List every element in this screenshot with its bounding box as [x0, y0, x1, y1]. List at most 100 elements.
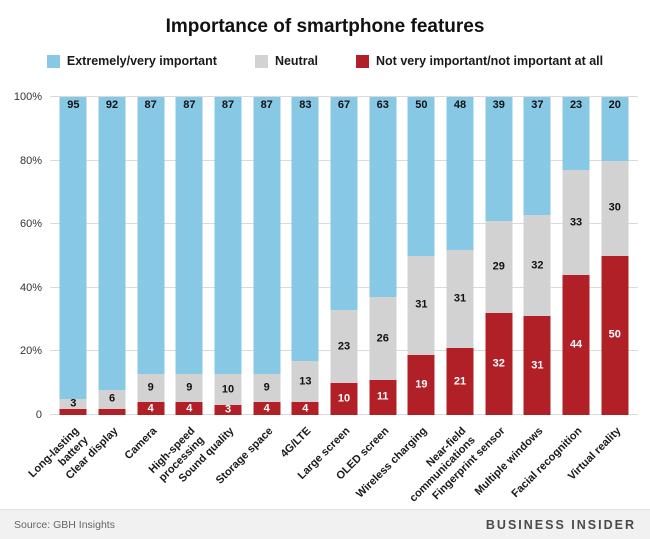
bar-value-label: 92	[105, 99, 119, 111]
bar-segment: 26	[369, 297, 397, 380]
bar-column: 20 30 50 Virtual reality	[566, 97, 634, 483]
bar-segment	[98, 408, 126, 415]
bar-segment: 37	[523, 97, 551, 215]
bar-stack: 87 9 4	[253, 97, 281, 415]
legend-item: Neutral	[254, 54, 319, 68]
bar-segment: 32	[485, 313, 513, 415]
bar-value-label: 6	[108, 392, 116, 405]
bar-value-label: 31	[415, 298, 428, 311]
bar-segment: 9	[175, 373, 203, 403]
legend-label: Neutral	[274, 54, 319, 68]
bar-value-label: 32	[531, 259, 544, 272]
bar-segment: 19	[407, 354, 435, 415]
bar-value-label: 31	[531, 359, 544, 372]
bar-segment: 10	[214, 373, 242, 406]
legend-swatch	[46, 54, 60, 68]
bar-value-label: 23	[337, 340, 351, 353]
bar-value-label: 87	[221, 99, 235, 111]
bar-column: 39 29 32 Fingerprint sensor	[430, 97, 518, 502]
bar-segment: 31	[407, 256, 435, 355]
bar-value-label: 67	[337, 99, 351, 111]
bar-value-label: 4	[302, 402, 309, 415]
bar-segment: 9	[137, 373, 165, 403]
bar-value-label: 26	[376, 332, 389, 345]
bar-value-label: 95	[67, 99, 80, 111]
bar-value-label: 29	[492, 260, 505, 273]
bar-column: 83 13 4 4G/LTE	[279, 97, 325, 460]
legend-item: Extremely/very important	[46, 54, 217, 68]
brand-logo: BUSINESS INSIDER	[485, 517, 636, 532]
footer: Source: GBH Insights BUSINESS INSIDER	[0, 509, 650, 539]
bar-value-label: 3	[70, 397, 77, 410]
bar-value-label: 48	[453, 99, 467, 111]
bar-stack: 87 9 4	[137, 97, 165, 415]
bar-value-label: 31	[453, 292, 467, 305]
bar-segment: 67	[330, 97, 358, 311]
bar-segment: 4	[137, 402, 165, 415]
bar-value-label: 44	[569, 338, 583, 351]
bar-stack: 92 6	[98, 97, 126, 415]
bar-segment: 48	[446, 97, 474, 250]
bar-column: 63 26 11 OLED screen	[334, 97, 402, 482]
bar-value-label: 9	[147, 381, 154, 394]
bar-stack: 95 3	[59, 97, 87, 415]
bar-value-label: 10	[221, 383, 235, 396]
bar-value-label: 4	[186, 402, 193, 415]
bar-value-label: 33	[569, 216, 583, 229]
bar-value-label: 4	[147, 402, 154, 415]
y-axis-label: 0	[35, 409, 42, 421]
bar-segment: 21	[446, 348, 474, 415]
bar-column: 48 31 21 Near-field communications	[407, 97, 480, 504]
bar-value-label: 50	[415, 99, 428, 111]
legend-label: Extremely/very important	[66, 54, 217, 68]
bar-segment: 3	[214, 403, 242, 416]
bar-column: 67 23 10 Large screen	[296, 97, 364, 482]
bar-value-label: 11	[376, 390, 389, 403]
bar-stack: 39 29 32	[485, 97, 513, 415]
bar-segment: 50	[407, 97, 435, 256]
bar-column: 87 9 4 Camera	[122, 97, 170, 462]
bar-value-label: 32	[492, 357, 505, 370]
bar-segment: 83	[291, 97, 319, 361]
bar-value-label: 50	[608, 328, 621, 341]
bar-stack: 23 33 44	[562, 97, 590, 415]
bar-segment	[59, 408, 87, 415]
bar-segment: 39	[485, 97, 513, 222]
bar-value-label: 63	[376, 99, 389, 111]
y-axis-label: 100%	[13, 91, 42, 103]
bar-stack: 83 13 4	[291, 97, 319, 415]
bar-value-label: 9	[263, 381, 270, 394]
chart-area: 95 3 Long-lasting battery 92 6 Clear display 8…	[12, 91, 640, 504]
bar-column: 95 3 Long-lasting battery	[27, 97, 93, 480]
bar-value-label: 39	[492, 99, 505, 111]
bar-segment: 4	[175, 402, 203, 415]
bar-value-label: 10	[337, 392, 351, 405]
bar-value-label: 87	[144, 99, 157, 111]
bar-column: 87 9 4 Storage space	[214, 97, 286, 487]
bar-segment: 92	[98, 97, 126, 390]
bar-segment: 23	[562, 97, 590, 171]
y-axis-label: 20%	[19, 345, 42, 358]
bar-stack: 37 32 31	[523, 97, 551, 415]
bar-column: 92 6 Clear display	[64, 97, 132, 482]
bar-segment: 4	[253, 402, 281, 415]
bar-column: 23 33 44 Facial recognition	[510, 97, 596, 500]
bar-value-label: 30	[608, 201, 621, 214]
bar-segment: 23	[330, 310, 358, 384]
bar-stack: 63 26 11	[369, 97, 397, 415]
bar-segment: 87	[175, 97, 203, 374]
bar-segment: 10	[330, 383, 358, 415]
bar-column: 37 32 31 Multiple windows	[473, 97, 557, 498]
bar-segment: 87	[137, 97, 165, 374]
bar-stack: 87 9 4	[175, 97, 203, 415]
bar-value-label: 3	[224, 403, 232, 416]
bar-segment: 87	[253, 97, 281, 374]
bar-segment: 3	[59, 397, 87, 410]
bar-segment: 33	[562, 170, 590, 276]
legend-item: Not very important/not important at all	[356, 54, 603, 68]
bar-value-label: 21	[453, 375, 467, 388]
legend-label: Not very important/not important at all	[376, 54, 604, 68]
bar-stack: 87 10 3	[214, 97, 242, 416]
bar-segment: 31	[523, 316, 551, 415]
